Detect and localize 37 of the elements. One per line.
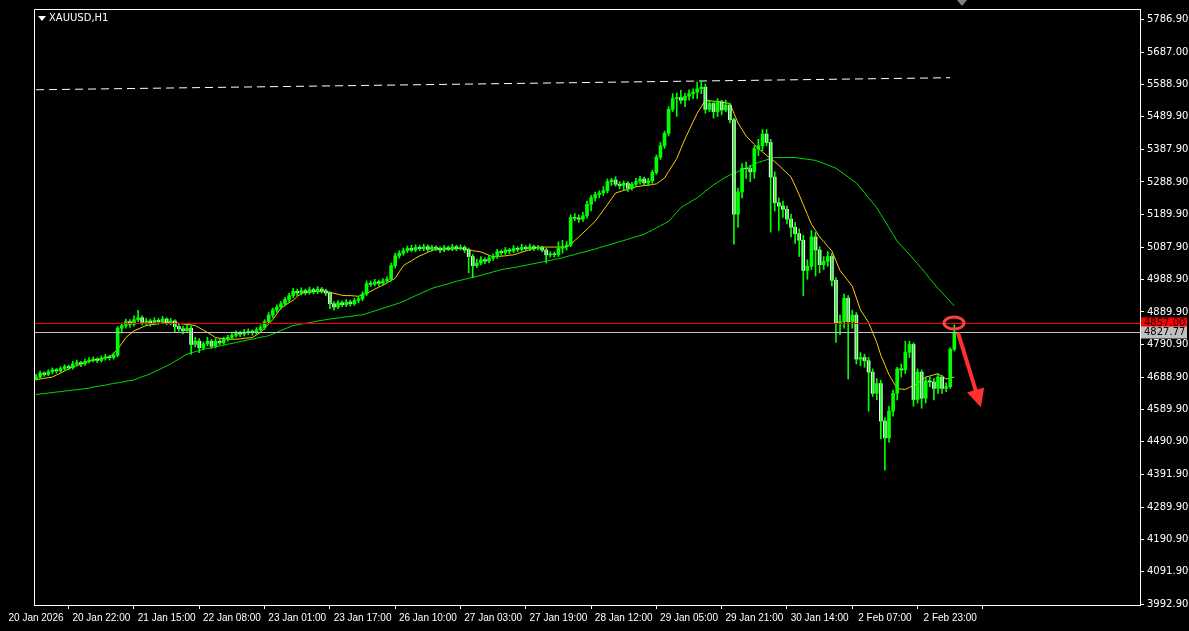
y-tick-label: 5189.90: [1147, 207, 1189, 219]
x-tick-label: 23 Jan 01:00: [268, 611, 327, 623]
x-tick-label: 30 Jan 14:00: [790, 611, 849, 623]
y-tick-label: 4688.90: [1147, 370, 1189, 382]
y-tick-label: 4589.90: [1147, 403, 1189, 415]
y-tick-label: 4091.90: [1147, 565, 1189, 577]
x-tick-label: 2 Feb 23:00: [923, 611, 978, 623]
x-tick-label: 2 Feb 07:00: [858, 611, 913, 623]
y-tick-label: 5387.90: [1147, 143, 1189, 155]
x-tick-label: 29 Jan 05:00: [660, 611, 719, 623]
y-tick-label: 5786.90: [1147, 13, 1189, 25]
y-tick-label: 4190.90: [1147, 533, 1189, 545]
x-tick-label: 26 Jan 10:00: [398, 611, 458, 623]
y-tick-label: 4889.90: [1147, 305, 1189, 317]
y-tick-label: 4790.90: [1147, 337, 1189, 349]
y-tick-label: 4289.90: [1147, 500, 1189, 512]
x-tick-label: 21 Jan 15:00: [137, 611, 196, 623]
y-tick-label: 5489.90: [1147, 110, 1189, 122]
y-tick-label: 3992.90: [1147, 597, 1189, 609]
y-tick-label: 5687.00: [1147, 45, 1189, 57]
ref-line-label: 4857.00: [1144, 317, 1186, 329]
ref-line-label: 4827.77: [1144, 326, 1186, 338]
chart-title: XAUUSD,H1: [49, 11, 109, 23]
x-tick-label: 27 Jan 19:00: [529, 611, 588, 623]
y-tick-label: 5588.90: [1147, 77, 1189, 89]
x-tick-label: 28 Jan 12:00: [594, 611, 654, 623]
y-tick-label: 4988.90: [1147, 273, 1189, 285]
y-tick-label: 5087.90: [1147, 241, 1189, 253]
y-tick-label: 5288.90: [1147, 175, 1189, 187]
x-tick-label: 23 Jan 17:00: [333, 611, 392, 623]
x-tick-label: 27 Jan 03:00: [464, 611, 523, 623]
x-tick-label: 22 Jan 08:00: [203, 611, 262, 623]
x-tick-label: 20 Jan 2026: [8, 611, 64, 623]
y-tick-label: 4490.90: [1147, 435, 1189, 447]
x-tick-label: 20 Jan 22:00: [72, 611, 131, 623]
x-tick-label: 29 Jan 21:00: [725, 611, 784, 623]
y-tick-label: 4391.90: [1147, 467, 1189, 479]
